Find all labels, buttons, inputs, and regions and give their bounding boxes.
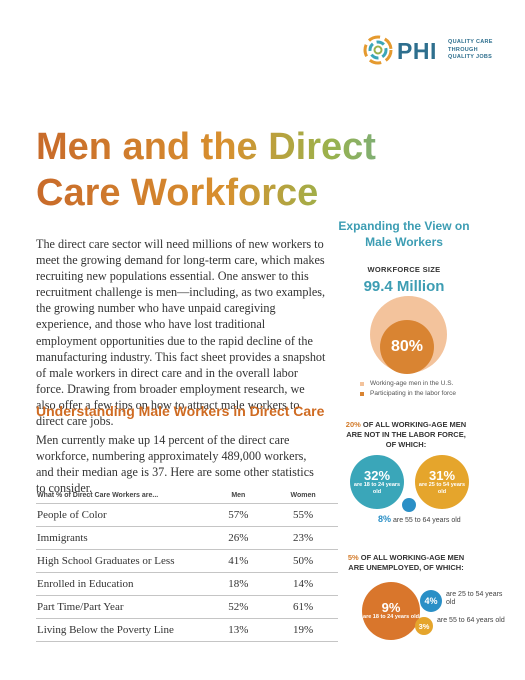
legend-label: Working-age men in the U.S. [370, 380, 454, 387]
table-cell: Immigrants [37, 532, 88, 544]
bubble-value: 9% [381, 600, 401, 616]
bubble-label: are 18 to 24 years old [363, 614, 419, 621]
table-cell: Enrolled in Education [37, 578, 134, 590]
logo-tagline: QUALITY CARE THROUGH QUALITY JOBS [448, 39, 493, 62]
table-cell: 50% [293, 555, 314, 567]
logo-tagline-line: QUALITY CARE [448, 39, 493, 45]
table-row: Part Time/Part Year 52% 61% [36, 596, 338, 619]
legend-label: Participating in the labor force [370, 390, 456, 397]
bubble-label: are 18 to 24 years old [353, 482, 401, 495]
table-header: What % of Direct Care Workers are... Men… [36, 487, 338, 504]
unemployed-text: OF ALL WORKING-AGE MEN ARE UNEMPLOYED, O… [348, 553, 465, 572]
stat-note-label: are 55 to 64 years old [392, 517, 461, 524]
unemployed-pct: 5% [347, 553, 359, 562]
table-cell: 55% [293, 509, 314, 521]
workforce-size-label: WORKFORCE SIZE [367, 265, 441, 274]
stat-note: are 25 to 54 years old [446, 591, 508, 607]
legend-swatch [360, 391, 364, 396]
table-cell: 14% [293, 578, 314, 590]
bubble-value: 3% [418, 621, 430, 631]
stat-bubble: 9% are 18 to 24 years old [362, 582, 420, 640]
section-paragraph: Men currently make up 14 percent of the … [36, 433, 314, 495]
labor-force-circle: 80% [380, 320, 434, 374]
stat-note-label: are 25 to 54 years old [446, 591, 503, 606]
bubble-value: 4% [424, 595, 438, 606]
table-cell: 41% [228, 555, 249, 567]
logo-tagline-line: QUALITY JOBS [448, 54, 493, 60]
table-cell: People of Color [37, 509, 107, 521]
legend-swatch [360, 381, 364, 386]
table-cell: 57% [228, 509, 249, 521]
table-cell: 52% [228, 601, 249, 613]
logo-tagline-line: THROUGH [448, 46, 478, 53]
page-title-line: Men and the Direct [36, 126, 376, 168]
stats-table: What % of Direct Care Workers are... Men… [36, 487, 338, 642]
bubble-value: 31% [428, 468, 456, 483]
table-row: People of Color 57% 55% [36, 504, 338, 527]
page-title: Men and the Direct Care Workforce [36, 124, 456, 216]
table-row: Immigrants 26% 23% [36, 527, 338, 550]
stat-note: 8% are 55 to 64 years old [378, 515, 468, 525]
table-cell: 18% [228, 578, 249, 590]
phi-logo-mark-icon [363, 35, 393, 65]
stat-bubble: 4% [420, 590, 442, 612]
table-cell: 26% [228, 532, 249, 544]
stat-note-label: are 55 to 64 years old [437, 617, 505, 624]
logo-wordmark: PHI [397, 38, 437, 64]
table-cell: Living Below the Poverty Line [37, 624, 174, 636]
section-heading: Understanding Male Workers in Direct Car… [36, 403, 325, 419]
bubble-value: 32% [363, 468, 391, 483]
table-header-cell: What % of Direct Care Workers are... [37, 491, 159, 499]
stat-note: are 55 to 64 years old [437, 617, 507, 625]
table-cell: 13% [228, 624, 249, 636]
table-cell: 23% [293, 532, 314, 544]
table-cell: Part Time/Part Year [37, 601, 124, 613]
table-cell: High School Graduates or Less [37, 555, 175, 567]
labor-force-percent: 80% [390, 338, 424, 355]
table-cell: 19% [293, 624, 314, 636]
table-row: Enrolled in Education 18% 14% [36, 573, 338, 596]
legend-item: Working-age men in the U.S. [360, 380, 453, 387]
phi-logo: PHI QUALITY CARE THROUGH QUALITY JOBS [362, 34, 512, 66]
not-in-labor-pct: 20% [345, 420, 361, 429]
table-header-cell: Men [231, 491, 246, 499]
legend-item: Participating in the labor force [360, 390, 456, 397]
stat-bubble: 32% are 18 to 24 years old [350, 455, 404, 509]
not-in-labor-text: OF ALL WORKING-AGE MEN ARE NOT IN THE LA… [346, 420, 467, 449]
not-in-labor-heading: 20% OF ALL WORKING-AGE MEN ARE NOT IN TH… [340, 420, 472, 450]
stat-note-value: 8% [378, 514, 392, 524]
table-header-cell: Women [290, 491, 316, 499]
intro-paragraph: The direct care sector will need million… [36, 237, 326, 429]
table-row: Living Below the Poverty Line 13% 19% [36, 619, 338, 642]
stat-dot [402, 498, 416, 512]
bubble-label: are 25 to 54 years old [418, 482, 466, 495]
table-cell: 61% [293, 601, 314, 613]
stat-bubble: 3% [415, 617, 433, 635]
sidebar-heading: Expanding the View on Male Workers [338, 219, 470, 249]
unemployed-heading: 5% OF ALL WORKING-AGE MEN ARE UNEMPLOYED… [340, 553, 472, 573]
table-row: High School Graduates or Less 41% 50% [36, 550, 338, 573]
page-title-line: Care Workforce [36, 172, 319, 214]
stat-bubble: 31% are 25 to 54 years old [415, 455, 469, 509]
workforce-size-value: 99.4 Million [363, 278, 445, 295]
